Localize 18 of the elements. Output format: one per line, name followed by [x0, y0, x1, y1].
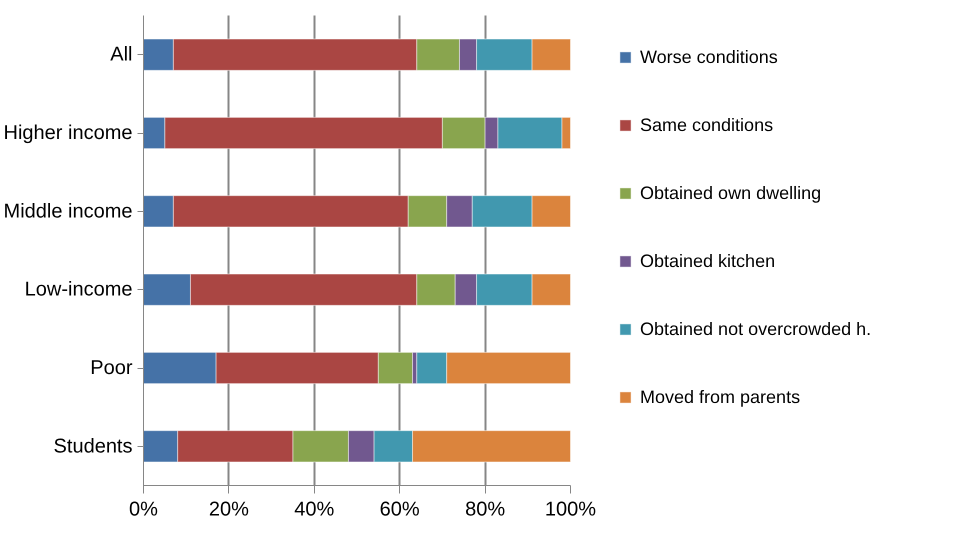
y-tick-label: Students	[54, 435, 133, 458]
y-tick-label: Low-income	[24, 278, 133, 301]
legend-label: Moved from parents	[640, 386, 800, 409]
y-tick-label: Higher income	[4, 122, 133, 144]
x-tick-label: 100%	[544, 498, 596, 520]
y-tick-label: Poor	[90, 357, 133, 379]
x-tick-label: 0%	[129, 498, 158, 520]
y-tick-label: Middle income	[4, 200, 133, 222]
legend-label: Obtained not overcrowded h.	[640, 318, 872, 340]
x-tick-label: 80%	[465, 498, 506, 520]
x-tick-label: 40%	[294, 498, 335, 520]
legend-label: Worse conditions	[640, 46, 778, 68]
y-tick-label: All	[110, 44, 133, 66]
x-tick-label: 60%	[380, 498, 420, 520]
x-tick-label: 20%	[208, 498, 250, 520]
legend-label: Obtained own dwelling	[640, 182, 822, 205]
legend-label: Obtained kitchen	[640, 250, 776, 272]
legend-label: Same conditions	[640, 114, 774, 136]
